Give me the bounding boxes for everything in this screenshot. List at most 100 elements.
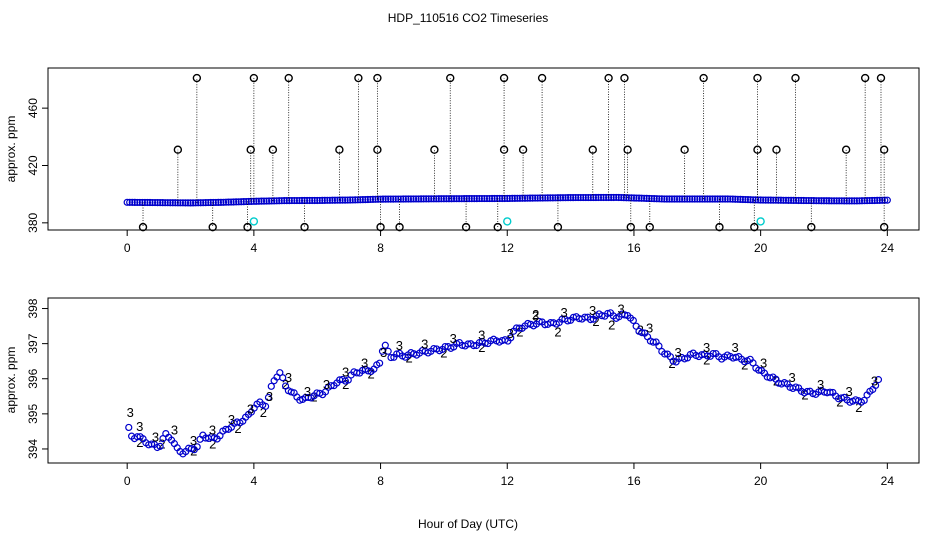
baseline-point bbox=[427, 195, 435, 203]
baseline-point bbox=[508, 194, 516, 202]
spike-point bbox=[750, 222, 759, 232]
baseline-point bbox=[212, 198, 220, 207]
spike-point bbox=[246, 145, 255, 154]
baseline-point bbox=[268, 197, 276, 205]
baseline-point bbox=[559, 194, 567, 202]
baseline-point bbox=[787, 196, 795, 204]
baseline-point bbox=[853, 197, 861, 205]
series-3-label: 3 bbox=[228, 412, 235, 427]
spike-point bbox=[588, 145, 597, 154]
baseline-point bbox=[126, 198, 134, 206]
baseline-point bbox=[549, 194, 557, 202]
baseline-point bbox=[387, 195, 395, 203]
baseline-point bbox=[359, 196, 367, 204]
baseline-point bbox=[830, 197, 838, 205]
spike-point bbox=[499, 73, 509, 83]
spike-point bbox=[243, 222, 252, 232]
baseline-point bbox=[670, 195, 679, 203]
x-tick-label: 20 bbox=[754, 474, 768, 488]
baseline-point bbox=[475, 194, 483, 203]
baseline-point bbox=[227, 198, 235, 206]
baseline-point bbox=[734, 195, 742, 203]
series-point bbox=[629, 316, 637, 325]
series-2-label: 2 bbox=[554, 324, 561, 339]
baseline-point bbox=[789, 196, 798, 205]
panel-raw-frame bbox=[47, 67, 920, 231]
baseline-point bbox=[257, 197, 266, 205]
baseline-point bbox=[214, 198, 222, 206]
x-axis-label: Hour of Day (UTC) bbox=[418, 517, 518, 531]
baseline-point bbox=[452, 195, 461, 203]
baseline-point bbox=[242, 197, 250, 206]
baseline-point bbox=[366, 195, 375, 204]
baseline-point bbox=[539, 194, 547, 202]
baseline-point bbox=[483, 194, 491, 203]
baseline-point bbox=[384, 195, 392, 203]
baseline-point bbox=[445, 195, 453, 203]
series-point bbox=[147, 440, 156, 448]
baseline-point bbox=[356, 196, 364, 204]
spike-point bbox=[645, 222, 654, 232]
baseline-point bbox=[392, 195, 400, 203]
baseline-point bbox=[399, 195, 407, 203]
series-3-label: 3 bbox=[190, 433, 197, 448]
baseline-point bbox=[407, 195, 415, 203]
baseline-point bbox=[349, 196, 357, 204]
x-tick-label: 16 bbox=[627, 474, 641, 488]
baseline-point bbox=[825, 197, 833, 205]
baseline-point bbox=[693, 195, 701, 203]
baseline-point bbox=[772, 196, 780, 204]
baseline-point bbox=[123, 198, 131, 206]
baseline-point bbox=[833, 197, 841, 205]
baseline-point bbox=[245, 197, 253, 206]
baseline-point bbox=[133, 198, 141, 207]
baseline-point bbox=[751, 196, 760, 204]
baseline-point bbox=[561, 194, 570, 202]
spike-point bbox=[879, 222, 889, 232]
series-3-label: 3 bbox=[396, 338, 403, 353]
baseline-point bbox=[290, 196, 299, 205]
series-point bbox=[604, 309, 612, 318]
baseline-point bbox=[455, 195, 463, 203]
series-3-label: 3 bbox=[421, 336, 428, 351]
baseline-point bbox=[191, 199, 200, 207]
series-3-label: 3 bbox=[760, 356, 767, 371]
baseline-point bbox=[531, 194, 539, 202]
baseline-point bbox=[698, 195, 706, 203]
series-point bbox=[749, 359, 757, 367]
series-point bbox=[581, 313, 589, 321]
series-2-label: 2 bbox=[516, 324, 523, 339]
baseline-point bbox=[805, 196, 813, 205]
baseline-point bbox=[815, 197, 823, 205]
baseline-point bbox=[138, 198, 146, 207]
baseline-point bbox=[660, 195, 668, 203]
baseline-point bbox=[731, 195, 739, 203]
baseline-point bbox=[275, 197, 283, 205]
baseline-point bbox=[860, 197, 869, 205]
baseline-point bbox=[478, 194, 486, 203]
spike-point bbox=[680, 145, 689, 154]
baseline-point bbox=[326, 196, 334, 204]
baseline-point bbox=[222, 198, 230, 206]
baseline-point bbox=[171, 199, 179, 207]
baseline-point bbox=[762, 196, 770, 204]
baseline-point bbox=[876, 196, 884, 204]
baseline-point bbox=[420, 195, 428, 203]
series-point bbox=[669, 357, 677, 365]
cyan-point bbox=[756, 217, 765, 226]
panel-raw-ylabel: approx. ppm bbox=[4, 116, 18, 183]
baseline-point bbox=[306, 196, 314, 205]
baseline-point bbox=[848, 197, 856, 205]
baseline-point bbox=[488, 194, 496, 203]
x-tick-label: 12 bbox=[501, 474, 515, 488]
baseline-point bbox=[255, 197, 263, 205]
baseline-point bbox=[855, 197, 864, 205]
baseline-point bbox=[663, 195, 671, 203]
baseline-point bbox=[643, 194, 651, 203]
baseline-point bbox=[295, 196, 304, 205]
baseline-point bbox=[744, 196, 752, 204]
baseline-point bbox=[176, 199, 184, 207]
spike-point bbox=[138, 222, 148, 232]
baseline-point bbox=[341, 196, 349, 204]
